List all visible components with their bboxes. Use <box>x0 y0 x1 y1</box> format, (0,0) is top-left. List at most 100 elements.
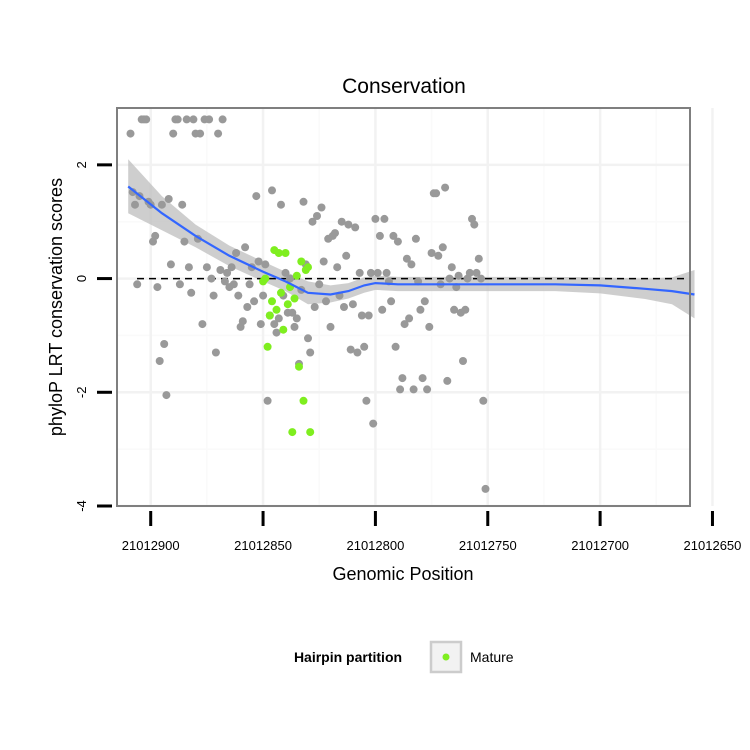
data-point-other <box>346 345 355 354</box>
data-point-other <box>353 348 362 357</box>
data-point-other <box>344 220 353 229</box>
data-point-other <box>216 266 225 274</box>
data-point-other <box>184 263 193 272</box>
data-point-other <box>375 231 384 240</box>
y-axis-title: phyloP LRT conservation scores <box>46 178 66 436</box>
data-point-other <box>243 303 252 311</box>
data-point-other <box>313 212 321 220</box>
data-point-other <box>322 297 330 306</box>
data-point-other <box>342 251 351 260</box>
data-point-other <box>387 297 396 306</box>
data-point-other <box>351 223 360 232</box>
data-point-other <box>157 200 166 209</box>
data-point-other <box>232 249 241 257</box>
data-point-other <box>126 129 135 138</box>
data-point-other <box>209 291 218 300</box>
legend: Hairpin partition Mature <box>294 640 514 674</box>
data-point-other <box>310 303 319 311</box>
data-point-other <box>288 308 297 317</box>
legend-title: Hairpin partition <box>294 649 402 665</box>
other-points <box>126 115 490 493</box>
data-point-other <box>223 268 232 277</box>
data-point-mature <box>268 297 276 306</box>
data-point-other <box>245 280 254 289</box>
data-point-other <box>214 129 223 138</box>
data-point-other <box>326 322 335 331</box>
data-point-other <box>178 200 187 209</box>
smooth-line <box>127 185 695 296</box>
data-point-other <box>373 268 382 277</box>
data-point-other <box>380 214 389 223</box>
data-point-other <box>477 274 485 283</box>
data-point-other <box>418 374 427 383</box>
data-point-other <box>389 231 398 240</box>
data-point-other <box>155 357 164 365</box>
data-point-other <box>169 129 178 138</box>
data-point-other <box>434 251 443 260</box>
y-tick-label: -2 <box>74 387 89 399</box>
data-point-other <box>308 217 317 226</box>
data-point-other <box>160 340 169 348</box>
data-point-other <box>369 419 378 428</box>
data-point-other <box>315 280 324 289</box>
data-point-mature <box>304 263 312 272</box>
data-point-other <box>423 385 432 394</box>
data-point-other <box>371 214 380 223</box>
data-point-other <box>187 288 196 297</box>
data-point-mature <box>297 257 306 266</box>
data-point-other <box>196 129 205 138</box>
data-point-other <box>268 186 276 195</box>
data-point-mature <box>292 271 301 280</box>
data-point-other <box>333 263 342 272</box>
data-point-other <box>259 291 268 300</box>
data-point-other <box>481 484 490 493</box>
data-point-other <box>173 115 182 124</box>
chart-title: Conservation <box>342 75 466 98</box>
data-point-mature <box>279 325 288 334</box>
data-point-other <box>153 283 162 292</box>
y-tick-label: 2 <box>74 161 89 168</box>
data-point-other <box>378 305 387 314</box>
data-point-other <box>263 396 272 405</box>
data-point-other <box>411 234 420 243</box>
data-point-other <box>461 305 470 314</box>
data-point-other <box>443 376 452 385</box>
data-point-other <box>151 231 160 240</box>
y-tick-label: 0 <box>74 275 89 282</box>
data-point-other <box>425 322 434 331</box>
x-tick-label: 21012900 <box>122 538 180 553</box>
legend-key-mature-dot <box>442 653 450 661</box>
data-point-other <box>198 320 207 329</box>
data-point-other <box>211 348 220 357</box>
data-point-mature <box>263 342 272 351</box>
data-point-other <box>459 357 467 365</box>
data-point-other <box>479 396 488 405</box>
x-tick-label: 21012850 <box>234 538 292 553</box>
data-point-other <box>207 274 216 283</box>
data-point-other <box>409 385 418 394</box>
data-point-other <box>205 115 214 124</box>
data-point-mature <box>290 294 299 303</box>
data-point-mature <box>272 305 281 314</box>
data-point-other <box>128 188 137 197</box>
data-point-other <box>337 217 346 226</box>
data-point-mature <box>265 311 274 320</box>
data-point-other <box>393 237 402 246</box>
data-point-other <box>250 297 259 306</box>
data-point-other <box>281 268 290 277</box>
data-point-other <box>398 374 407 383</box>
data-point-other <box>164 195 173 203</box>
data-point-mature <box>281 249 290 257</box>
data-point-other <box>407 260 416 269</box>
data-point-other <box>360 342 369 351</box>
mature-points <box>259 246 315 437</box>
y-tick-label: -4 <box>74 500 89 512</box>
data-point-other <box>402 254 411 263</box>
data-point-other <box>131 200 139 209</box>
y-axis: -4 -2 0 2 <box>74 161 112 512</box>
data-point-other <box>227 263 236 272</box>
data-point-mature <box>288 428 297 437</box>
legend-label-mature: Mature <box>470 649 514 665</box>
data-point-other <box>317 203 326 212</box>
